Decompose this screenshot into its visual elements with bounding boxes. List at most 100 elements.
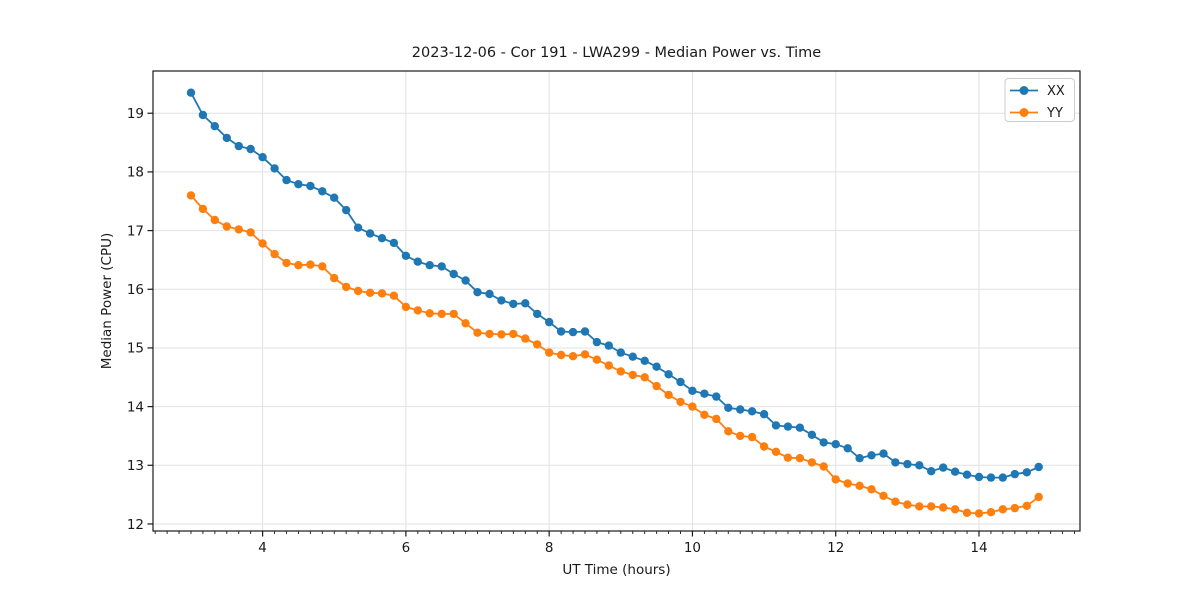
- data-point-XX: [568, 327, 578, 337]
- data-point-XX: [592, 337, 602, 347]
- data-point-YY: [580, 350, 590, 359]
- data-point-YY: [724, 427, 733, 436]
- data-point-YY: [616, 367, 625, 376]
- data-point-XX: [556, 327, 566, 336]
- data-point-XX: [246, 144, 255, 154]
- x-tick-label: 4: [258, 540, 267, 556]
- y-tick-label: 12: [127, 517, 144, 533]
- x-tick-label: 10: [684, 540, 701, 556]
- data-point-YY: [210, 215, 219, 225]
- data-point-XX: [676, 377, 685, 387]
- series-line-XX: [190, 91, 1040, 479]
- data-point-XX: [795, 423, 805, 432]
- data-point-YY: [950, 505, 960, 514]
- data-point-YY: [974, 509, 984, 518]
- data-point-YY: [927, 502, 936, 511]
- data-point-YY: [509, 329, 518, 339]
- legend-label-YY: YY: [1046, 106, 1063, 121]
- data-point-XX: [234, 141, 243, 151]
- data-point-YY: [377, 289, 387, 298]
- x-tick-label: 12: [827, 540, 844, 556]
- series-layer: [186, 88, 1043, 518]
- legend-marker-sample: [1019, 86, 1029, 95]
- data-point-YY: [222, 222, 231, 231]
- data-point-XX: [807, 430, 817, 439]
- plot-border: [152, 70, 1081, 532]
- data-point-XX: [485, 289, 494, 299]
- data-point-XX: [353, 223, 363, 232]
- data-point-XX: [365, 229, 375, 238]
- data-point-YY: [855, 481, 864, 490]
- data-point-YY: [270, 249, 279, 259]
- data-point-XX: [449, 269, 458, 279]
- data-point-YY: [628, 370, 637, 380]
- data-point-XX: [915, 461, 924, 470]
- data-point-XX: [604, 341, 613, 350]
- data-point-XX: [939, 463, 948, 472]
- data-point-XX: [831, 440, 840, 449]
- data-point-YY: [556, 350, 566, 360]
- data-point-XX: [1034, 462, 1043, 472]
- data-point-XX: [473, 288, 482, 297]
- data-point-YY: [939, 503, 948, 512]
- data-point-YY: [186, 191, 196, 200]
- data-point-XX: [998, 473, 1007, 482]
- data-point-YY: [425, 309, 434, 318]
- data-point-XX: [891, 458, 900, 467]
- data-point-XX: [342, 205, 351, 215]
- data-point-YY: [365, 288, 375, 297]
- data-point-YY: [867, 485, 876, 494]
- data-point-XX: [652, 362, 661, 371]
- data-point-YY: [604, 361, 613, 370]
- data-point-YY: [1010, 503, 1019, 513]
- data-point-XX: [986, 473, 996, 482]
- data-point-YY: [533, 340, 542, 349]
- ticks-layer: 4 6 8 10 12 14 12 13 14 15 16 17 18 19: [127, 106, 1075, 556]
- data-point-YY: [783, 453, 793, 462]
- data-point-XX: [640, 356, 649, 365]
- data-point-XX: [700, 389, 709, 398]
- data-point-YY: [652, 381, 661, 391]
- data-point-XX: [759, 410, 769, 419]
- legend-label-XX: XX: [1047, 84, 1065, 99]
- data-point-YY: [389, 291, 399, 300]
- data-point-XX: [879, 449, 888, 458]
- data-point-YY: [700, 410, 709, 419]
- data-point-YY: [401, 302, 411, 312]
- data-point-YY: [413, 306, 422, 315]
- y-tick-label: 19: [127, 106, 144, 122]
- y-tick-label: 15: [127, 341, 144, 357]
- data-point-YY: [568, 352, 578, 361]
- data-point-YY: [246, 228, 255, 237]
- y-axis-label: Median Power (CPU): [99, 233, 115, 369]
- data-point-YY: [353, 286, 363, 296]
- data-point-YY: [986, 508, 996, 517]
- x-tick-label: 14: [970, 540, 987, 556]
- data-point-YY: [676, 397, 685, 407]
- data-point-XX: [437, 262, 446, 271]
- data-point-YY: [688, 402, 697, 411]
- data-point-YY: [282, 258, 291, 268]
- x-tick-label: 6: [402, 540, 411, 556]
- data-point-XX: [377, 234, 387, 243]
- data-point-XX: [927, 467, 936, 476]
- data-point-XX: [401, 251, 411, 260]
- data-point-XX: [783, 422, 793, 431]
- data-point-YY: [843, 479, 852, 488]
- data-point-XX: [294, 180, 303, 189]
- y-tick-label: 13: [127, 458, 144, 474]
- data-point-XX: [724, 403, 733, 412]
- data-point-XX: [855, 454, 864, 463]
- data-point-YY: [736, 431, 745, 441]
- data-point-XX: [330, 193, 339, 202]
- data-point-YY: [545, 348, 554, 357]
- data-point-YY: [330, 273, 339, 283]
- data-point-XX: [843, 444, 852, 453]
- data-point-XX: [413, 257, 422, 266]
- data-point-XX: [258, 153, 267, 162]
- data-point-YY: [258, 239, 267, 248]
- data-point-YY: [915, 502, 924, 511]
- data-point-YY: [461, 319, 470, 328]
- data-point-XX: [712, 392, 721, 401]
